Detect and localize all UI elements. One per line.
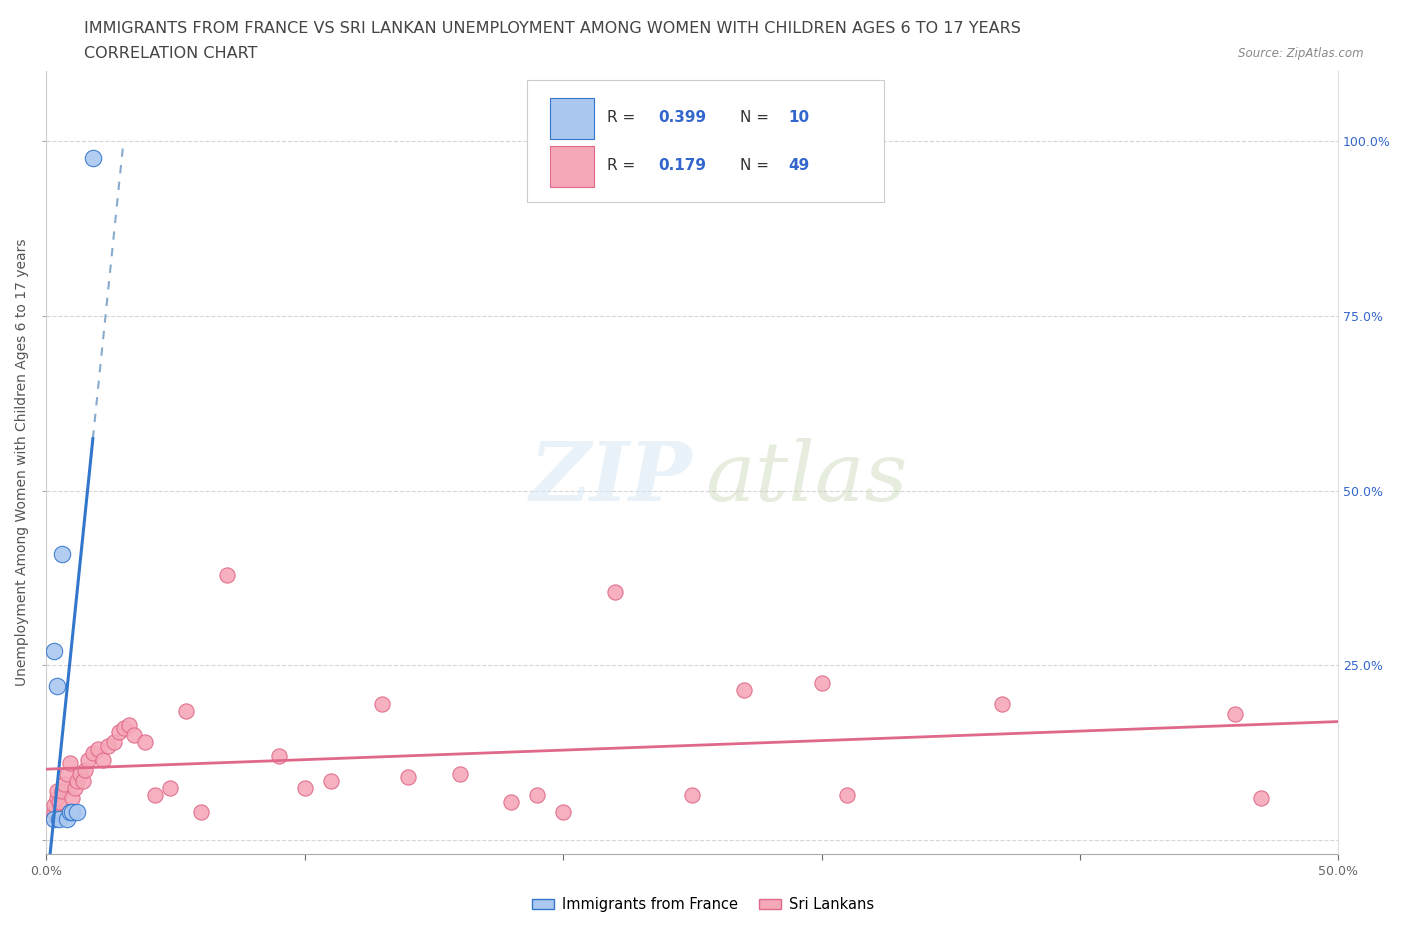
Point <box>91 752 114 767</box>
Point <box>53 777 76 791</box>
Text: N =: N = <box>740 158 773 173</box>
Point <box>82 151 104 166</box>
Point <box>75 763 97 777</box>
Point <box>1250 791 1272 806</box>
Text: R =: R = <box>607 110 640 125</box>
Point <box>553 805 575 820</box>
Text: atlas: atlas <box>706 438 908 518</box>
Point <box>103 735 125 750</box>
Point <box>45 784 67 799</box>
Point <box>991 697 1014 711</box>
Point <box>69 766 91 781</box>
Point <box>72 774 94 789</box>
Point <box>1223 707 1246 722</box>
FancyBboxPatch shape <box>550 98 595 139</box>
Point <box>371 697 394 711</box>
Point <box>42 812 65 827</box>
Text: ZIP: ZIP <box>530 438 692 518</box>
Point <box>526 788 548 803</box>
Point <box>59 805 82 820</box>
Point <box>66 774 89 789</box>
Point <box>190 805 212 820</box>
Point <box>42 805 65 820</box>
Text: CORRELATION CHART: CORRELATION CHART <box>84 46 257 61</box>
Point <box>48 812 70 827</box>
Point <box>87 742 110 757</box>
Point <box>107 724 129 739</box>
Point <box>51 546 73 561</box>
Point <box>82 746 104 761</box>
Point <box>837 788 859 803</box>
Point <box>45 791 67 806</box>
Point <box>60 805 83 820</box>
Point <box>159 780 181 795</box>
Point <box>97 738 120 753</box>
Point <box>42 798 65 813</box>
Text: R =: R = <box>607 158 640 173</box>
Text: N =: N = <box>740 110 773 125</box>
Point <box>267 749 290 764</box>
Point <box>143 788 166 803</box>
Text: 10: 10 <box>787 110 808 125</box>
Point <box>56 766 79 781</box>
Point <box>122 728 145 743</box>
Point <box>294 780 316 795</box>
Point <box>42 644 65 659</box>
Point <box>174 703 197 718</box>
Point <box>603 585 626 600</box>
Y-axis label: Unemployment Among Women with Children Ages 6 to 17 years: Unemployment Among Women with Children A… <box>15 239 30 686</box>
FancyBboxPatch shape <box>527 80 883 203</box>
Point <box>63 780 86 795</box>
Point <box>66 805 89 820</box>
Point <box>118 718 141 733</box>
Point <box>134 735 156 750</box>
Point <box>56 812 79 827</box>
Point <box>59 756 82 771</box>
Point <box>112 721 135 736</box>
Point <box>42 808 65 823</box>
Text: 0.179: 0.179 <box>659 158 707 173</box>
Point <box>319 774 342 789</box>
Legend: Immigrants from France, Sri Lankans: Immigrants from France, Sri Lankans <box>526 891 880 918</box>
Point <box>396 770 419 785</box>
Point <box>51 784 73 799</box>
FancyBboxPatch shape <box>550 146 595 187</box>
Point <box>45 679 67 694</box>
Point <box>48 794 70 809</box>
Point <box>217 567 239 582</box>
Point <box>501 794 523 809</box>
Point <box>449 766 471 781</box>
Text: 0.399: 0.399 <box>659 110 707 125</box>
Text: IMMIGRANTS FROM FRANCE VS SRI LANKAN UNEMPLOYMENT AMONG WOMEN WITH CHILDREN AGES: IMMIGRANTS FROM FRANCE VS SRI LANKAN UNE… <box>84 21 1021 36</box>
Point <box>681 788 703 803</box>
Text: Source: ZipAtlas.com: Source: ZipAtlas.com <box>1239 46 1364 60</box>
Point <box>76 752 98 767</box>
Point <box>810 675 832 690</box>
Text: 49: 49 <box>787 158 810 173</box>
Point <box>733 683 755 698</box>
Point <box>60 791 83 806</box>
